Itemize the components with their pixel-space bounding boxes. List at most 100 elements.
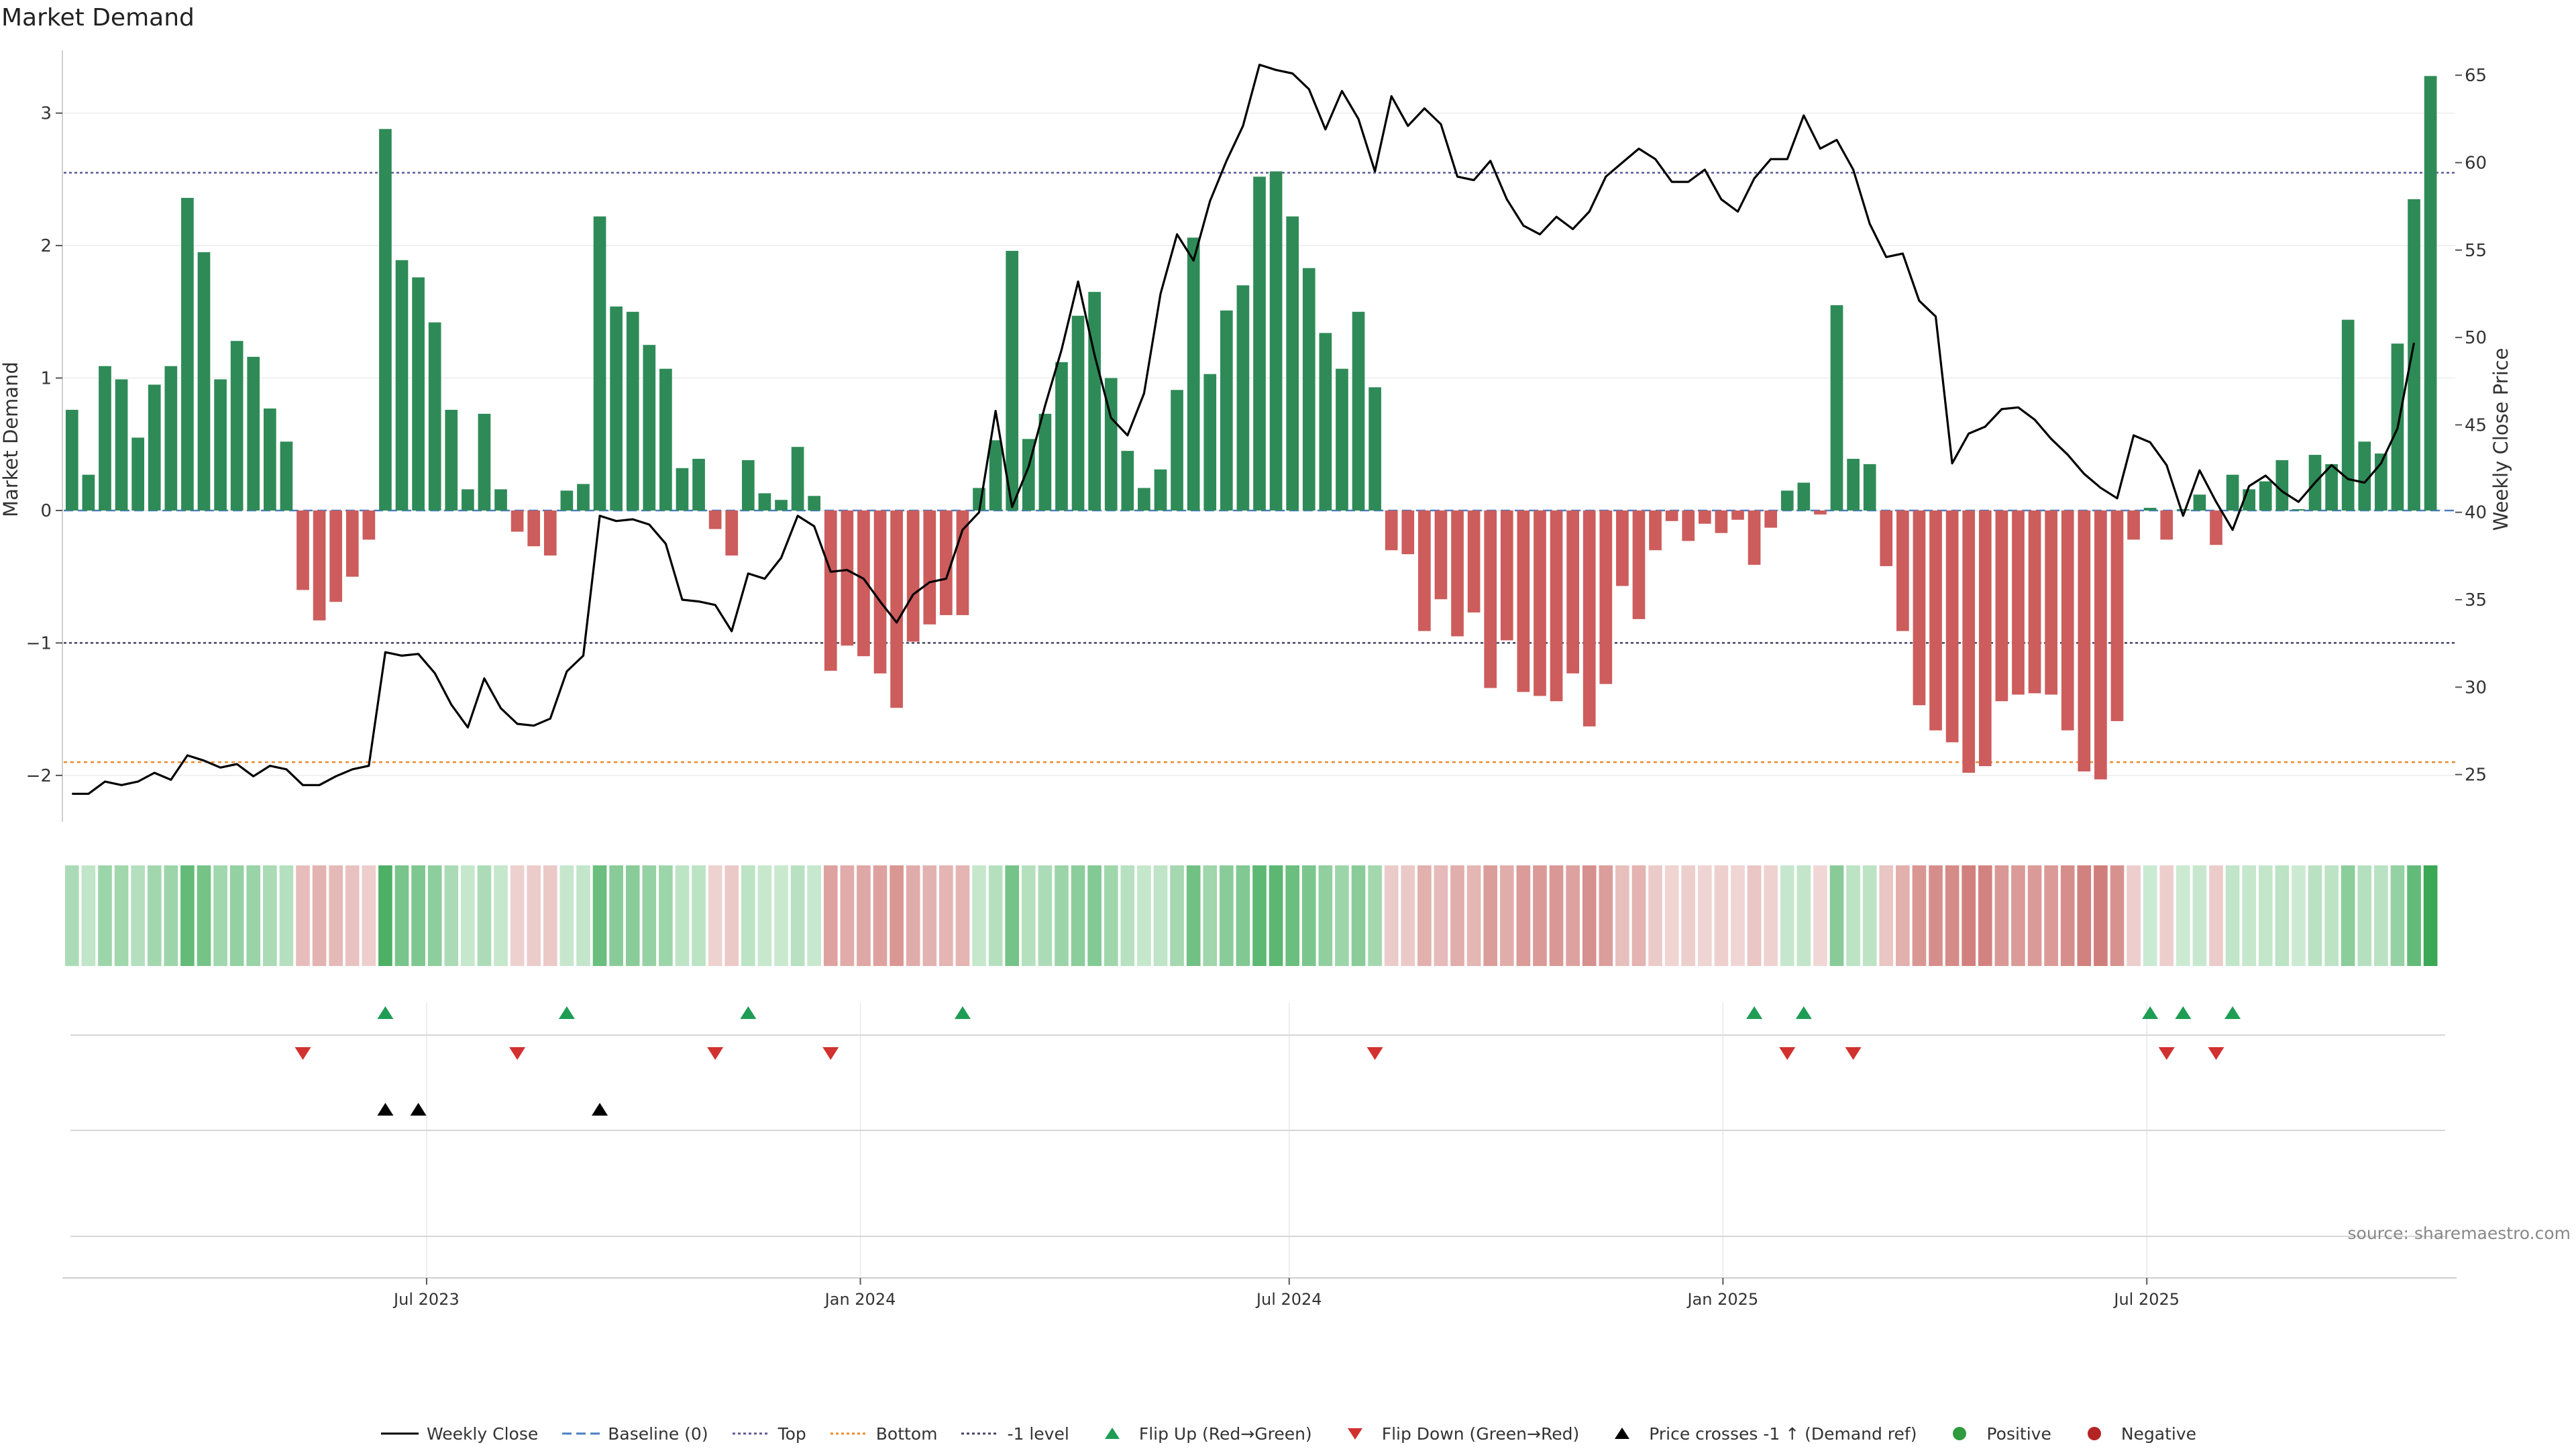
demand-bar (1220, 310, 1233, 511)
flip-up-marker (2224, 1006, 2241, 1019)
heat-cell (576, 865, 590, 966)
flip-down-marker (2208, 1047, 2224, 1060)
demand-bar (1121, 451, 1134, 511)
heat-cell (1714, 865, 1729, 966)
demand-bar (2176, 509, 2190, 511)
demand-bar (2341, 319, 2355, 511)
flip-down-marker (2158, 1047, 2175, 1060)
demand-bar (2061, 510, 2074, 731)
heat-cell (1599, 865, 1613, 966)
heat-strip (64, 865, 2438, 966)
demand-bar (1665, 510, 1678, 521)
heat-cell (1962, 865, 1976, 966)
heat-cell (1879, 865, 1894, 966)
heat-cell (2341, 865, 2355, 966)
y2-axis-label: Weekly Close Price (2489, 348, 2512, 531)
legend-swatch-icon (2087, 1427, 2101, 1440)
demand-bar (1929, 510, 1942, 731)
demand-bar (1566, 510, 1579, 674)
heat-cell (2110, 865, 2125, 966)
heat-cell (345, 865, 360, 966)
legend-tri-up-swatch (1104, 1428, 1120, 1439)
demand-bar (1467, 510, 1481, 613)
weekly-close-polyline (72, 63, 2416, 795)
demand-bar (280, 441, 293, 511)
demand-bar (841, 510, 854, 646)
demand-bar (2143, 508, 2157, 511)
demand-bar (1616, 510, 1629, 586)
demand-bar (1171, 390, 1183, 511)
x-tick-label: Jan 2024 (824, 1290, 896, 1309)
demand-bar (511, 510, 524, 532)
heat-cell (2209, 865, 2223, 966)
legend-item: Positive (1939, 1424, 2051, 1444)
flip-up-marker (1746, 1006, 1763, 1019)
legend-item: Price crosses -1 ↑ (Demand ref) (1602, 1424, 1917, 1444)
demand-bar (1682, 510, 1695, 541)
demand-bar (428, 322, 441, 511)
demand-bar (2094, 510, 2107, 780)
heat-cell (1483, 865, 1498, 966)
demand-bar (148, 384, 161, 511)
heat-cell (609, 865, 623, 966)
heat-cell (180, 865, 195, 966)
demand-bar (1698, 510, 1711, 524)
legend-swatch-icon (380, 1432, 419, 1435)
heat-cell (708, 865, 722, 966)
heat-cell (1087, 865, 1102, 966)
demand-bar (659, 368, 672, 511)
demand-bar (1830, 305, 1843, 511)
heat-cell (427, 865, 442, 966)
heat-cell (494, 865, 508, 966)
heat-cell (625, 865, 640, 966)
demand-bar (329, 510, 343, 602)
heat-cell (2374, 865, 2388, 966)
legend-swatch-icon (1615, 1428, 1630, 1439)
demand-bar (2160, 510, 2174, 540)
heat-cell (312, 865, 327, 966)
demand-bar (824, 510, 837, 671)
heat-cell (2225, 865, 2240, 966)
heat-cell (510, 865, 525, 966)
heat-cell (1038, 865, 1053, 966)
demand-bar (923, 510, 936, 625)
heat-cell (1137, 865, 1151, 966)
heat-cell (131, 865, 145, 966)
demand-bar (1269, 171, 1283, 511)
heat-cell (1615, 865, 1629, 966)
y2-tick-label: 50 (2465, 328, 2487, 348)
demand-bar (1748, 510, 1761, 565)
demand-bar (1319, 333, 1332, 511)
demand-bar (1203, 374, 1217, 511)
heat-cell (1516, 865, 1531, 966)
demand-bar (1253, 176, 1266, 511)
demand-bar (1055, 362, 1068, 511)
heat-cell (1368, 865, 1382, 966)
demand-bar (527, 510, 541, 547)
heat-cell (659, 865, 673, 966)
heat-cell (724, 865, 739, 966)
legend-circle-swatch (2087, 1427, 2101, 1440)
heat-cell (1664, 865, 1679, 966)
heat-cell (2077, 865, 2092, 966)
heat-cell (1862, 865, 1877, 966)
legend-item: Flip Down (Green→Red) (1335, 1424, 1579, 1444)
heat-cell (922, 865, 937, 966)
demand-bar (593, 216, 606, 511)
demand-bar (230, 341, 244, 511)
heat-cell (857, 865, 871, 966)
heat-cell (1796, 865, 1811, 966)
demand-bar (362, 510, 376, 540)
y2-tick-label: 65 (2465, 66, 2487, 86)
demand-bar (643, 345, 656, 511)
x-tick-label: Jul 2023 (392, 1290, 460, 1309)
heat-cell (1533, 865, 1547, 966)
demand-bar (1401, 510, 1415, 555)
legend-label: Negative (2121, 1424, 2197, 1444)
legend-label: Baseline (0) (608, 1424, 708, 1444)
demand-bar (1978, 510, 1992, 767)
heat-cell (955, 865, 970, 966)
legend-item: Baseline (0) (561, 1424, 708, 1444)
heat-cell (2275, 865, 2290, 966)
